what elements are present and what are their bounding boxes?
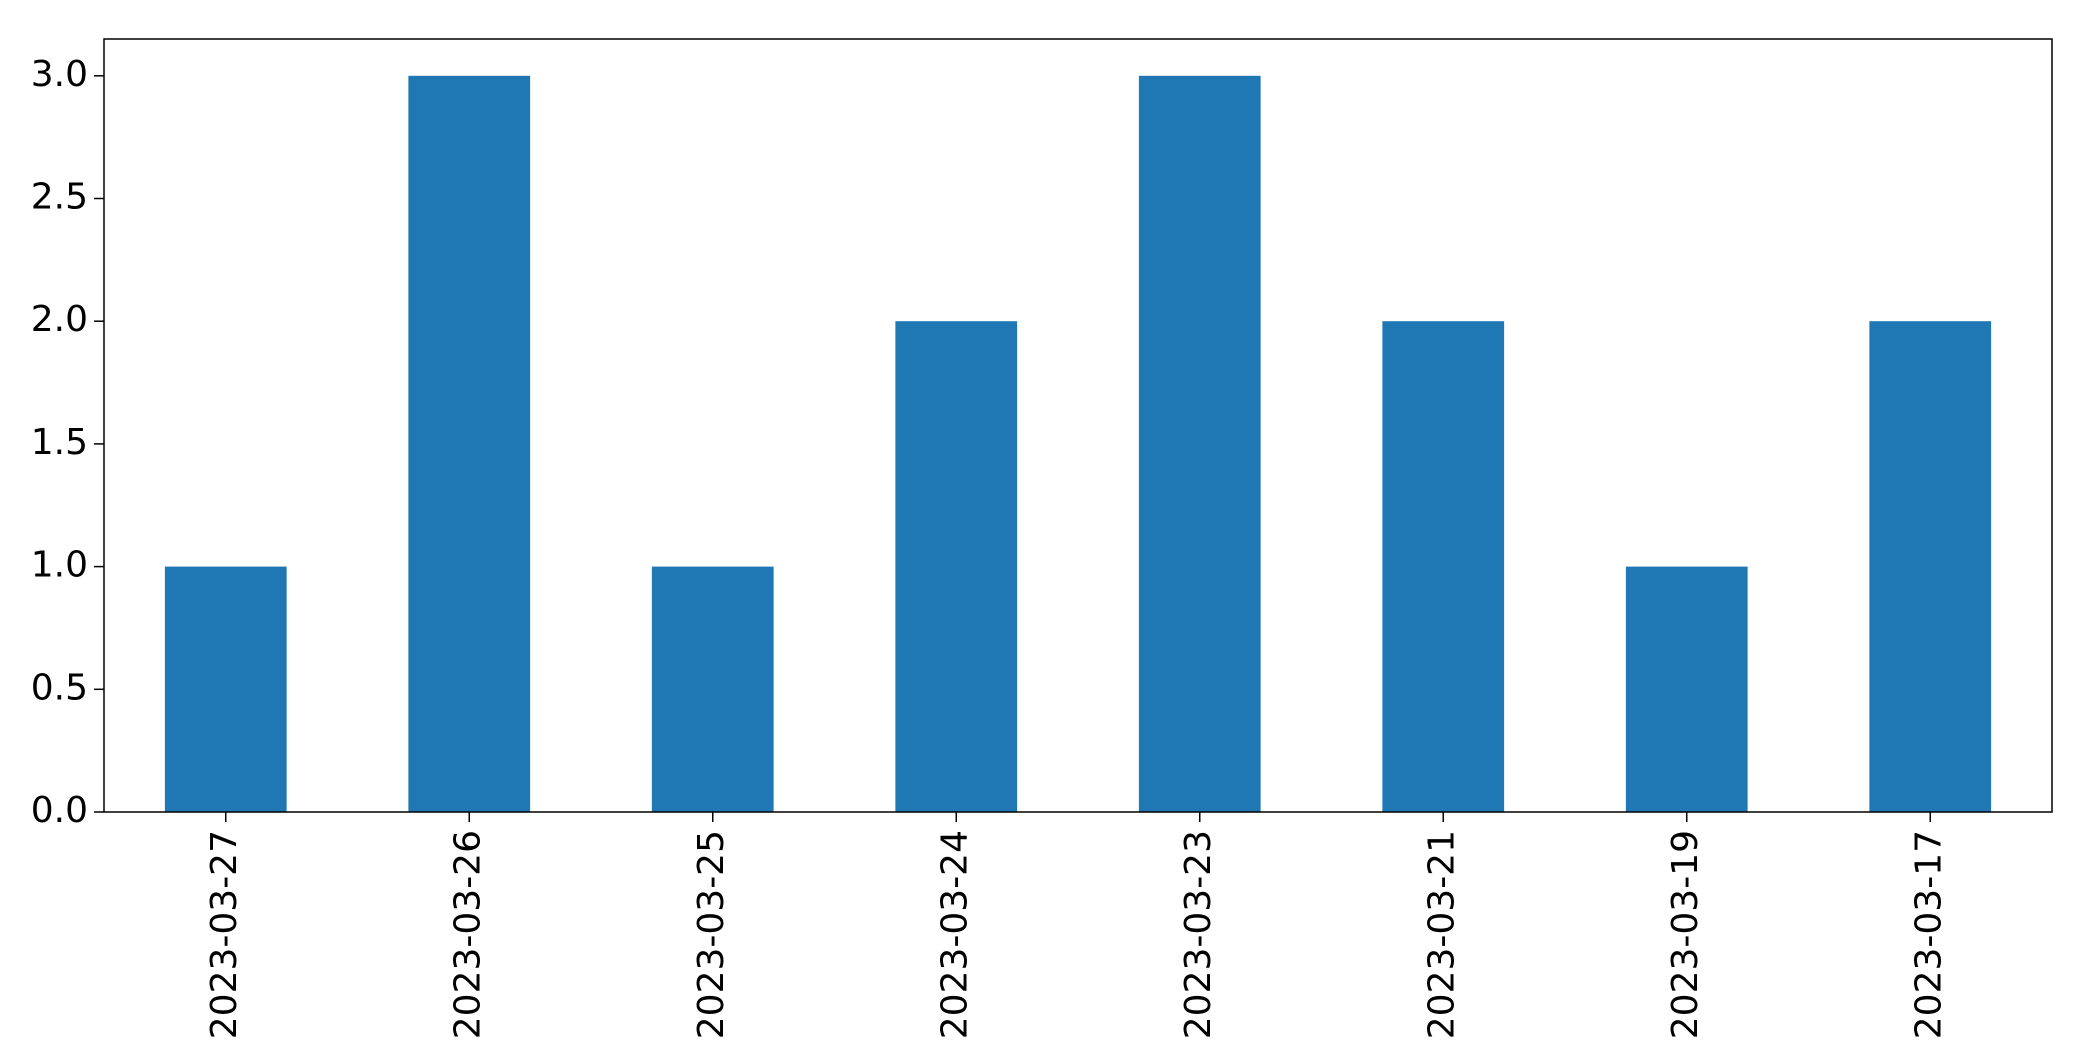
bar-2023-03-23 <box>1138 75 1261 813</box>
x-tick-label: 2023-03-26 <box>447 830 488 1039</box>
x-axis: 2023-03-27 2023-03-26 2023-03-25 2023-03-24… <box>204 812 1949 1039</box>
y-tick-label: 2.0 <box>31 299 88 340</box>
x-tick-label: 2023-03-25 <box>691 830 732 1039</box>
plot-frame <box>103 38 2053 813</box>
bar-2023-03-27 <box>164 566 287 812</box>
x-tick-label: 2023-03-24 <box>934 830 975 1039</box>
bar-2023-03-24 <box>895 321 1018 812</box>
bar-2023-03-26 <box>408 75 531 813</box>
x-tick-label: 2023-03-23 <box>1178 830 1219 1039</box>
x-tick-label: 2023-03-27 <box>204 830 245 1039</box>
y-tick-label: 2.5 <box>31 177 88 218</box>
x-tick-label: 2023-03-19 <box>1665 830 1706 1039</box>
bars-layer <box>164 75 1992 813</box>
x-tick-label: 2023-03-17 <box>1908 830 1949 1039</box>
x-tick-label: 2023-03-21 <box>1421 830 1462 1039</box>
y-tick-label: 3.0 <box>31 54 88 95</box>
y-axis: 0.0 0.5 1.0 1.5 2.0 2.5 3.0 <box>31 54 104 831</box>
bar-2023-03-25 <box>651 566 774 812</box>
y-tick-label: 1.5 <box>31 422 88 463</box>
y-tick-label: 0.5 <box>31 667 88 708</box>
bar-2023-03-17 <box>1869 321 1992 812</box>
bar-2023-03-19 <box>1625 566 1748 812</box>
bar-2023-03-21 <box>1382 321 1505 812</box>
y-tick-label: 0.0 <box>31 790 88 831</box>
y-tick-label: 1.0 <box>31 545 88 586</box>
